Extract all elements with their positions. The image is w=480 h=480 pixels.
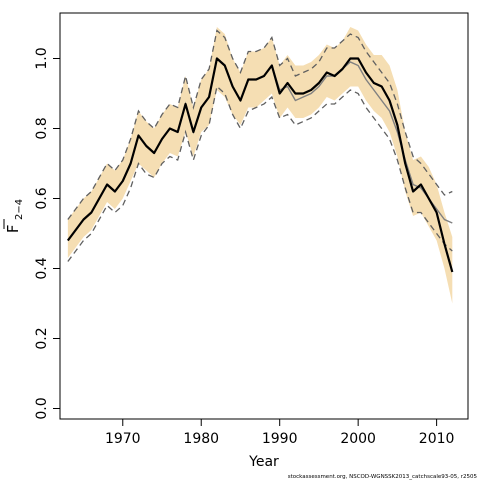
confidence-band	[67, 27, 453, 304]
x-tick-label: 1980	[183, 431, 219, 447]
y-axis-title-subscript: 2−4	[14, 199, 25, 220]
y-tick-label: 1.0	[34, 47, 50, 69]
y-tick-label: 0.6	[34, 187, 50, 209]
y-axis-title: F 2−4	[3, 199, 25, 233]
plot-area	[66, 27, 454, 304]
y-tick-label: 0.8	[34, 117, 50, 139]
previous-lower-line	[67, 85, 453, 262]
y-tick-label: 0.0	[34, 397, 50, 419]
estimate-line	[66, 57, 454, 273]
x-tick-label: 2000	[340, 431, 376, 447]
y-axis-title-main: F	[4, 224, 22, 233]
y-axis: 0.0 0.2 0.4 0.6 0.8 1.0	[34, 47, 60, 420]
x-tick-label: 1990	[262, 431, 298, 447]
previous-upper-line	[67, 29, 453, 220]
plot-frame	[59, 12, 469, 420]
svg-text:F 2−4: F 2−4	[4, 199, 25, 233]
x-axis-title: Year	[248, 454, 279, 470]
x-tick-label: 1970	[105, 431, 141, 447]
credit-text: stockassessment.org, NSCOD-WGNSSK2013_ca…	[288, 474, 478, 480]
y-tick-label: 0.4	[34, 257, 50, 279]
x-tick-label: 2010	[419, 431, 455, 447]
x-axis: 1970 1980 1990 2000 2010	[105, 419, 454, 447]
y-tick-label: 0.2	[34, 327, 50, 349]
